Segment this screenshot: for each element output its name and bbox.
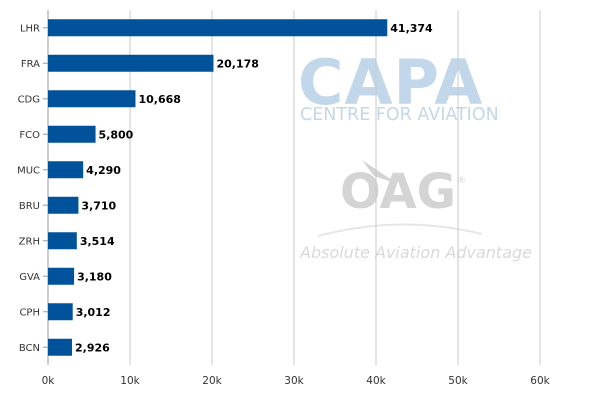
category-label: BCN: [19, 343, 40, 354]
oag-registered-mark: ®: [457, 176, 466, 186]
x-tick-label: 30k: [284, 375, 304, 387]
capa-subtitle-watermark: CENTRE FOR AVIATION: [300, 105, 499, 125]
capa-logo-watermark: CAPA: [298, 46, 483, 119]
bar: [48, 338, 72, 356]
category-label: ZRH: [19, 236, 40, 247]
value-label: 4,290: [86, 164, 121, 177]
value-label: 41,374: [390, 22, 433, 35]
x-tick-label: 20k: [202, 375, 222, 387]
bar: [48, 267, 75, 285]
category-label: CPH: [19, 307, 40, 318]
bar: [48, 303, 73, 321]
bars-layer: [48, 19, 388, 356]
bar: [48, 19, 388, 37]
x-tick-label: 40k: [366, 375, 386, 387]
x-tick-label: 0k: [42, 375, 56, 387]
bar: [48, 54, 214, 72]
x-tick-label: 60k: [530, 375, 550, 387]
value-label: 2,926: [75, 341, 110, 354]
bar: [48, 90, 136, 108]
category-label: CDG: [18, 94, 40, 105]
category-label: BRU: [19, 201, 40, 212]
value-label: 5,800: [99, 128, 134, 141]
bar: [48, 161, 84, 179]
category-label: MUC: [17, 165, 40, 176]
oag-swoosh-line-icon: [317, 223, 483, 237]
value-label: 20,178: [216, 57, 258, 70]
value-label: 3,012: [76, 306, 111, 319]
category-label: LHR: [20, 23, 40, 34]
value-label: 10,668: [138, 93, 180, 106]
value-label: 3,514: [80, 235, 115, 248]
watermark-layer: CAPA CENTRE FOR AVIATION OAG ® Absolute …: [298, 46, 532, 262]
x-tick-label: 50k: [448, 375, 468, 387]
category-label: FCO: [19, 130, 40, 141]
oag-tagline-watermark: Absolute Aviation Advantage: [299, 243, 532, 262]
value-label: 3,180: [77, 270, 112, 283]
labels-layer: 0k 10k 20k 30k 40k 50k 60k LHR 41,374 FRA 20,178 CD…: [17, 22, 551, 387]
category-label: GVA: [19, 272, 40, 283]
oag-logo-watermark: OAG: [340, 164, 456, 220]
bar: [48, 125, 96, 143]
bar: [48, 232, 77, 250]
category-label: FRA: [21, 59, 40, 70]
value-label: 3,710: [81, 199, 116, 212]
x-tick-label: 10k: [120, 375, 140, 387]
bar: [48, 196, 79, 214]
oag-plane-swoosh-icon: [362, 160, 398, 184]
